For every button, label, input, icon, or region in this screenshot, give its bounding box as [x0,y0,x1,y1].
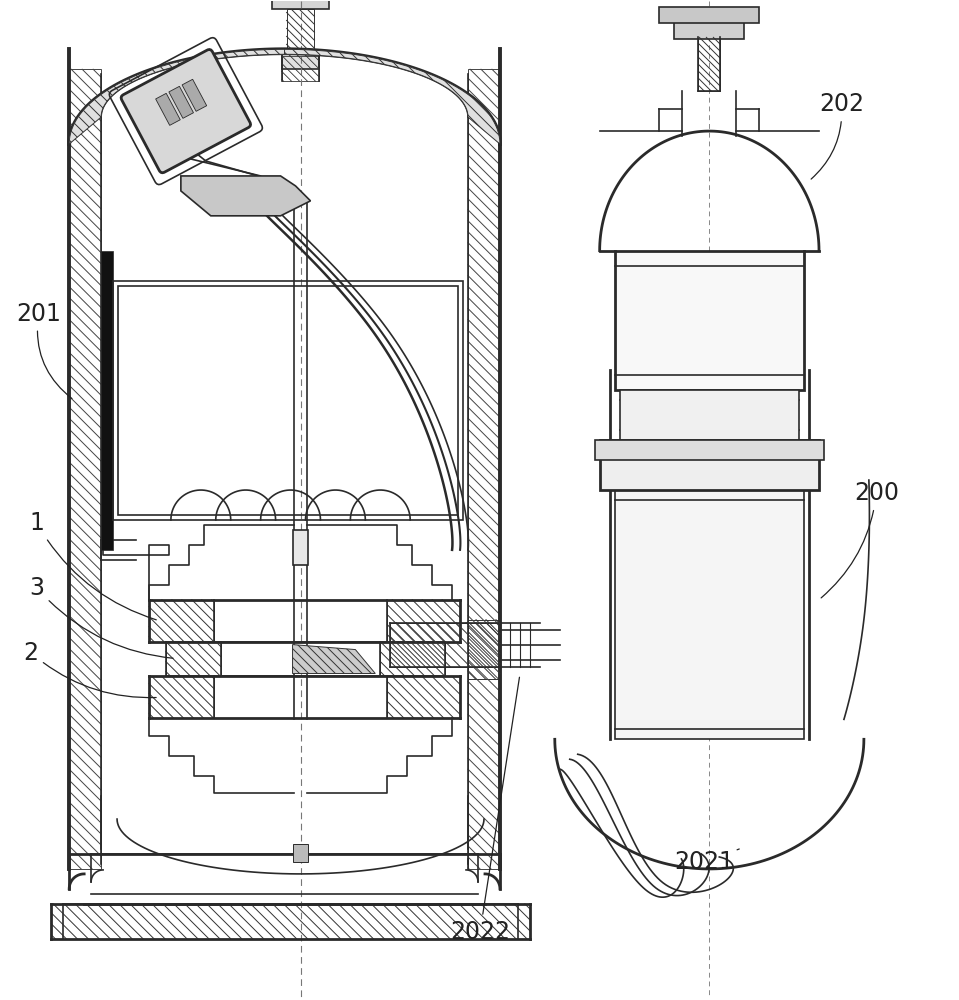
Bar [271,0,330,9]
Bar [468,620,500,679]
Bar [166,642,221,676]
Bar [595,440,824,460]
Polygon shape [285,49,500,144]
Text: 3: 3 [30,576,174,658]
Polygon shape [181,176,311,216]
Bar [101,251,113,550]
Bar [155,93,180,125]
Bar [387,676,460,718]
Bar [599,440,819,490]
Bar [390,623,500,667]
Text: 2022: 2022 [450,677,520,944]
Bar [674,21,744,39]
Polygon shape [69,49,285,144]
Text: 200: 200 [821,481,899,598]
Bar [287,9,315,56]
Text: 2021: 2021 [674,849,739,874]
Text: 2: 2 [23,641,156,698]
Bar [620,390,799,440]
Bar [381,642,445,676]
Bar [292,530,309,565]
Bar [615,490,804,739]
Bar [468,69,500,869]
Bar [282,56,319,81]
Bar [282,51,319,69]
Bar [615,251,804,390]
Bar [113,281,463,520]
Bar [292,844,309,862]
Bar [51,904,530,939]
Bar [169,86,194,118]
Bar [698,37,720,91]
Bar [69,69,101,869]
Bar [118,286,458,515]
Bar [660,7,760,23]
Bar [149,676,214,718]
Text: 1: 1 [30,511,156,620]
Bar [182,79,207,111]
Bar [149,600,214,642]
Polygon shape [292,645,375,673]
FancyBboxPatch shape [121,50,250,173]
Text: 201: 201 [16,302,72,399]
Text: 202: 202 [811,92,864,179]
Bar [387,600,460,642]
